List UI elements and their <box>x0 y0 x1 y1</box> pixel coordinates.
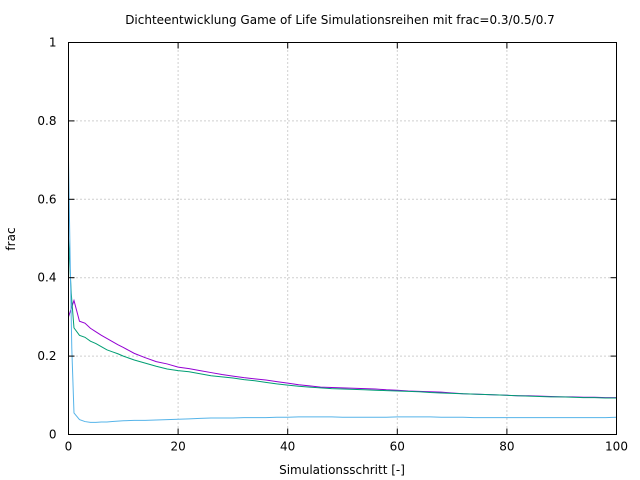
y-tick-label: 0.4 <box>37 271 56 285</box>
y-axis-label: frac <box>4 227 18 250</box>
x-tick-label: 40 <box>280 440 295 454</box>
chart-title: Dichteentwicklung Game of Life Simulatio… <box>125 13 555 27</box>
axis-ticks: 0 20 40 60 80 100 0 0.2 0.4 0.6 0.8 1 <box>37 36 628 454</box>
series-line-1 <box>68 298 617 399</box>
plot-frame <box>68 42 617 435</box>
x-axis-label: Simulationsschritt [-] <box>279 463 405 477</box>
x-tick-label: 100 <box>605 440 628 454</box>
y-tick-label: 0.8 <box>37 114 56 128</box>
x-tick-label: 60 <box>390 440 405 454</box>
x-tick-label: 80 <box>499 440 514 454</box>
x-tick-label: 0 <box>65 440 73 454</box>
y-tick-label: 0 <box>49 428 57 442</box>
y-tick-label: 0.6 <box>37 192 56 206</box>
series-line-3 <box>68 160 617 423</box>
y-tick-label: 0.2 <box>37 349 56 363</box>
grid <box>68 42 617 435</box>
series-layer <box>68 160 617 423</box>
x-tick-label: 20 <box>170 440 185 454</box>
series-line-2 <box>68 238 617 399</box>
y-tick-label: 1 <box>49 36 57 50</box>
